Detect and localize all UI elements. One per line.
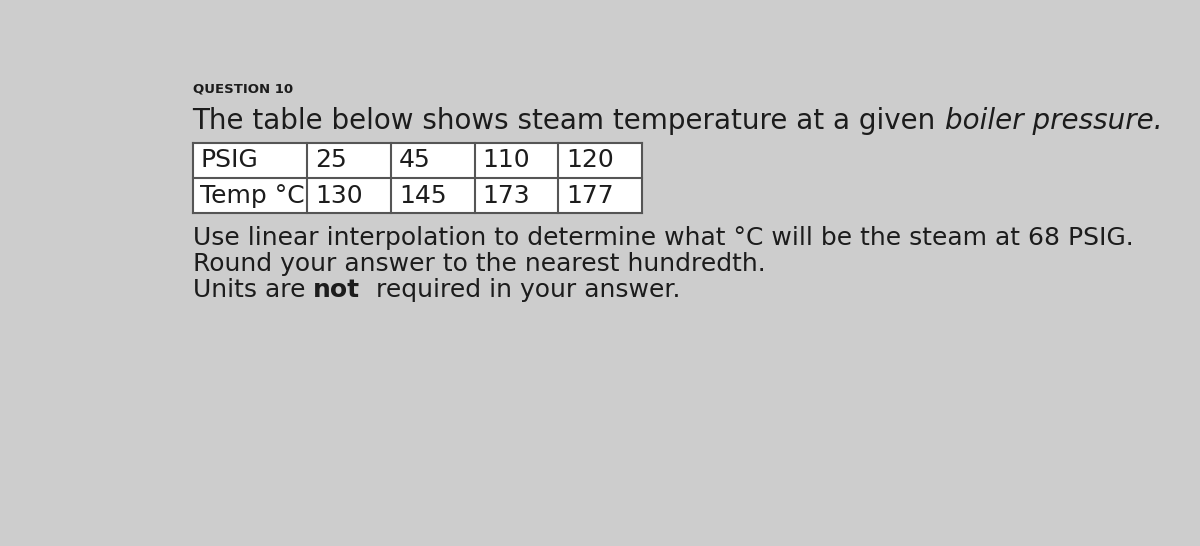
Text: 145: 145 <box>398 183 446 207</box>
Text: 110: 110 <box>482 148 530 172</box>
Text: Use linear interpolation to determine what °C will be the steam at 68 PSIG.: Use linear interpolation to determine wh… <box>193 225 1133 250</box>
Text: boiler pressure.: boiler pressure. <box>944 107 1163 135</box>
Text: 45: 45 <box>398 148 431 172</box>
Text: Units are: Units are <box>193 278 313 302</box>
Text: 120: 120 <box>566 148 614 172</box>
Text: 130: 130 <box>316 183 362 207</box>
Text: 25: 25 <box>316 148 347 172</box>
Text: PSIG: PSIG <box>200 148 258 172</box>
Text: Round your answer to the nearest hundredth.: Round your answer to the nearest hundred… <box>193 252 766 276</box>
Text: not: not <box>313 278 360 302</box>
Text: required in your answer.: required in your answer. <box>360 278 680 302</box>
Text: QUESTION 10: QUESTION 10 <box>193 82 293 95</box>
FancyBboxPatch shape <box>193 143 642 213</box>
Text: Temp °C: Temp °C <box>200 183 305 207</box>
Text: The table below shows steam temperature at a given: The table below shows steam temperature … <box>193 107 944 135</box>
Text: 177: 177 <box>566 183 613 207</box>
Text: 173: 173 <box>482 183 530 207</box>
